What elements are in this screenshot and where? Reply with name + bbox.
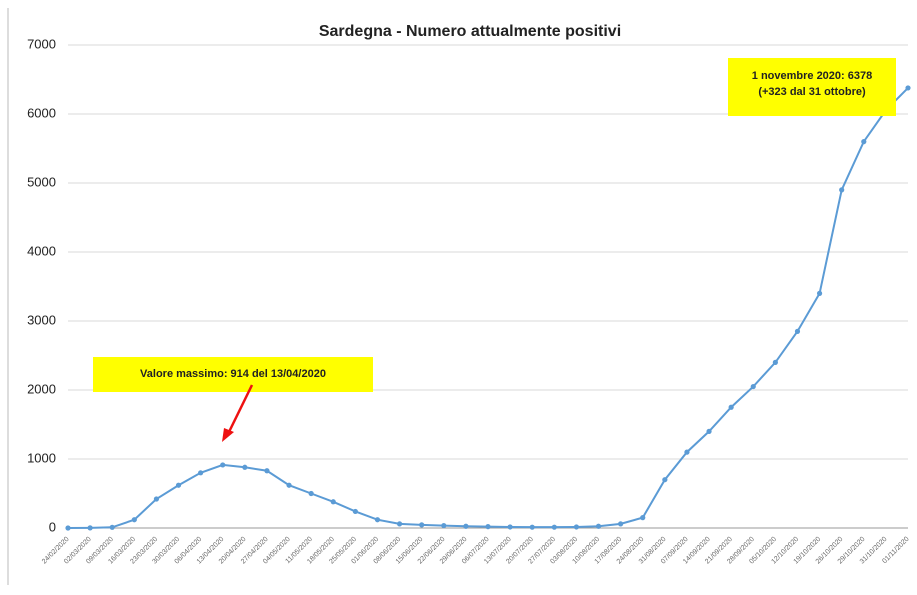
data-point (308, 490, 314, 497)
data-point (109, 524, 115, 530)
arrow-head (222, 428, 234, 442)
data-point (794, 328, 801, 334)
annotation-box (728, 58, 896, 116)
data-point (816, 290, 823, 296)
data-point (396, 521, 403, 527)
data-point (640, 515, 646, 521)
data-point (131, 517, 137, 523)
data-point (153, 496, 160, 502)
annotation: 1 novembre 2020: 6378 (752, 70, 872, 82)
data-point (374, 517, 381, 523)
data-point (905, 85, 911, 91)
data-point (507, 524, 513, 530)
data-point (286, 482, 292, 488)
y-tick-label: 3000 (27, 312, 56, 327)
data-point (485, 524, 491, 530)
y-tick-label: 7000 (27, 36, 56, 51)
data-point (330, 499, 336, 505)
y-tick-label: 2000 (27, 381, 56, 396)
arrow (226, 384, 254, 435)
data-point (595, 523, 602, 529)
y-tick-label: 5000 (27, 174, 56, 189)
data-point (861, 139, 867, 145)
data-point (750, 383, 756, 390)
y-tick-label: 6000 (27, 105, 56, 120)
data-point (441, 522, 447, 529)
y-tick-label: 4000 (27, 243, 56, 258)
data-point (772, 359, 778, 365)
data-point (662, 477, 668, 483)
data-point (551, 524, 557, 530)
data-point (220, 462, 226, 468)
data-point (65, 525, 71, 531)
data-point (175, 482, 182, 488)
data-point (352, 508, 358, 515)
chart-title: Sardegna - Numero attualmente positivi (319, 23, 621, 40)
data-point (198, 470, 204, 476)
annotation-box (93, 357, 373, 392)
data-point (618, 521, 624, 527)
data-point (839, 187, 845, 193)
data-point (706, 428, 712, 434)
y-tick-label: 0 (49, 519, 56, 534)
data-point (264, 468, 270, 474)
data-point (728, 404, 734, 410)
data-point (529, 524, 535, 530)
data-point (87, 525, 93, 531)
data-point (684, 449, 690, 455)
data-point (463, 523, 469, 529)
data-point (242, 464, 248, 470)
annotation: Valore massimo: 914 del 13/04/2020 (140, 368, 326, 380)
y-tick-label: 1000 (27, 450, 56, 465)
data-point (419, 522, 425, 528)
data-point (573, 524, 580, 530)
annotation: (+323 dal 31 ottobre) (758, 86, 866, 98)
